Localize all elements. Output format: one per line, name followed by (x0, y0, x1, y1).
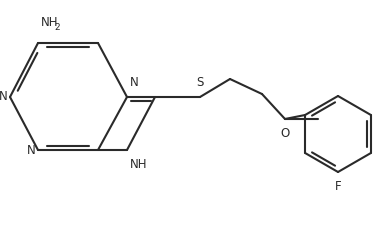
Text: NH: NH (130, 158, 147, 171)
Text: F: F (335, 180, 341, 193)
Text: 2: 2 (54, 23, 60, 32)
Text: O: O (280, 127, 290, 140)
Text: S: S (196, 76, 204, 89)
Text: N: N (27, 143, 36, 157)
Text: N: N (0, 91, 8, 103)
Text: NH: NH (41, 16, 59, 29)
Text: N: N (130, 76, 139, 89)
